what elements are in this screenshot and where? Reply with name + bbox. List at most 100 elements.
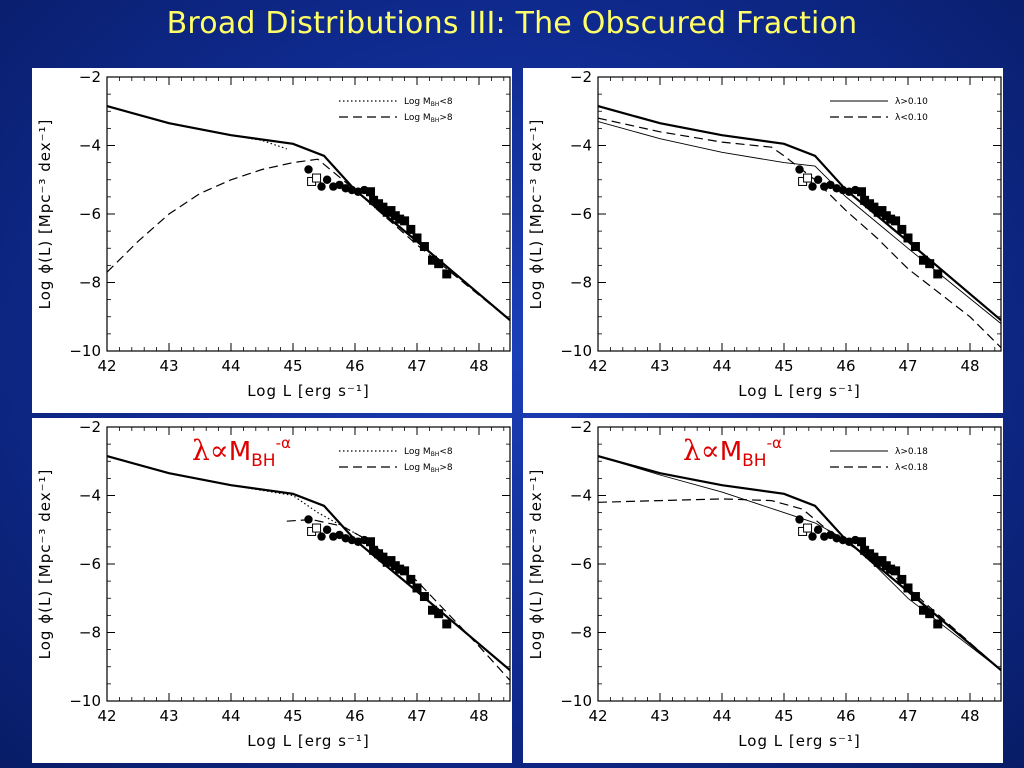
- data-point-filled-square: [378, 202, 388, 212]
- x-tick-label: 44: [221, 707, 240, 725]
- x-tick-label: 42: [588, 707, 607, 725]
- x-tick-label: 47: [898, 707, 917, 725]
- legend-label: Log MBH<8: [404, 447, 453, 458]
- data-point-filled-square: [386, 206, 396, 216]
- x-tick-label: 45: [283, 707, 302, 725]
- data-point-filled-square: [378, 552, 388, 562]
- chart-svg: 42 43 44 45 46 47 48 −2 −4 −6 −8 −10 Log L [erg s⁻¹]…: [36, 68, 511, 400]
- data-point-circle: [317, 532, 326, 541]
- data-point-filled-square: [886, 564, 896, 574]
- plot-frame: [597, 76, 1002, 352]
- legend-label: λ<0.18: [895, 463, 928, 473]
- data-point-filled-square: [925, 259, 935, 269]
- chart-svg: 42 43 44 45 46 47 48 −2 −4 −6 −8 −10 Log L [erg s⁻¹]…: [36, 418, 511, 750]
- legend-label: λ<0.10: [895, 113, 928, 123]
- data-point-filled-square: [869, 552, 879, 562]
- series-line-thick-solid: [107, 105, 510, 322]
- x-tick-label: 48: [960, 357, 979, 375]
- data-point-filled-square: [860, 195, 870, 205]
- chart-svg: 42 43 44 45 46 47 48 −2 −4 −6 −8 −10 Log L [erg s⁻¹]…: [527, 68, 1002, 400]
- x-tick-label: 44: [221, 357, 240, 375]
- y-tick-label: −8: [570, 624, 592, 642]
- data-point-filled-square: [395, 214, 405, 224]
- data-point-open-square: [803, 173, 813, 183]
- y-tick-label: −8: [570, 274, 592, 292]
- data-point-circle: [813, 525, 823, 534]
- data-point-circle: [826, 530, 835, 540]
- data-point-filled-square: [406, 574, 416, 584]
- y-tick-label: −6: [79, 555, 101, 573]
- legend-label: Log MBH>8: [404, 463, 453, 474]
- data-point-open-square: [803, 523, 813, 533]
- y-tick-label: −6: [570, 205, 592, 223]
- series-line-thick-solid: [107, 455, 510, 672]
- data-point-filled-square: [395, 564, 405, 574]
- data-point-filled-square: [412, 233, 422, 243]
- x-tick-label: 45: [774, 357, 793, 375]
- x-axis-label: Log L [erg s⁻¹]: [738, 732, 861, 750]
- data-point-filled-square: [419, 242, 429, 252]
- x-axis-label: Log L [erg s⁻¹]: [738, 382, 861, 400]
- data-point-circle: [304, 165, 313, 174]
- plot-frame: [597, 426, 1002, 702]
- y-tick-label: −2: [79, 68, 101, 86]
- chart-panel-bottom-left: 42 43 44 45 46 47 48 −2 −4 −6 −8 −10 Log L [erg s⁻¹]…: [32, 418, 512, 763]
- series-line-dashed: [286, 518, 510, 681]
- series-line-thick-solid: [598, 455, 1001, 672]
- series-group: [107, 105, 510, 322]
- data-point-circle: [826, 180, 835, 190]
- x-tick-label: 45: [774, 707, 793, 725]
- x-tick-label: 47: [407, 707, 426, 725]
- x-tick-label: 46: [345, 707, 364, 725]
- y-tick-label: −8: [79, 624, 101, 642]
- data-point-filled-square: [369, 545, 379, 555]
- y-tick-label: −4: [79, 487, 101, 505]
- y-tick-label: −10: [560, 342, 592, 360]
- data-point-filled-square: [903, 583, 913, 593]
- x-tick-label: 46: [345, 357, 364, 375]
- legend-label: Log MBH>8: [404, 113, 453, 124]
- data-point-filled-square: [366, 187, 375, 197]
- x-tick-label: 46: [836, 707, 855, 725]
- data-point-filled-square: [412, 583, 422, 593]
- data-point-filled-square: [891, 566, 901, 576]
- chart-panel-top-left: 42 43 44 45 46 47 48 −2 −4 −6 −8 −10 Log L [erg s⁻¹]…: [32, 68, 512, 413]
- chart-svg: 42 43 44 45 46 47 48 −2 −4 −6 −8 −10 Log L [erg s⁻¹]…: [527, 418, 1002, 750]
- y-tick-label: −6: [570, 555, 592, 573]
- y-axis-label: Log ϕ(L) [Mpc⁻³ dex⁻¹]: [36, 469, 54, 660]
- data-point-filled-square: [897, 574, 907, 584]
- x-tick-label: 43: [650, 707, 669, 725]
- data-point-filled-square: [428, 255, 437, 265]
- data-point-filled-square: [910, 242, 920, 252]
- x-axis-label: Log L [erg s⁻¹]: [247, 382, 370, 400]
- data-point-circle: [795, 515, 804, 524]
- y-tick-label: −4: [570, 137, 592, 155]
- data-point-open-square: [312, 173, 322, 183]
- data-point-filled-square: [857, 187, 866, 197]
- model-annotation: λ∝MBH-α: [192, 434, 291, 471]
- data-point-filled-square: [419, 592, 429, 602]
- data-point-filled-square: [886, 214, 896, 224]
- y-tick-label: −2: [570, 68, 592, 86]
- data-point-filled-square: [406, 224, 416, 234]
- data-point-filled-square: [369, 195, 379, 205]
- data-point-circle: [813, 175, 823, 184]
- y-tick-label: −10: [69, 692, 101, 710]
- data-point-filled-square: [933, 619, 943, 629]
- series-group: [598, 105, 1001, 349]
- x-tick-label: 48: [960, 707, 979, 725]
- x-tick-label: 42: [588, 357, 607, 375]
- data-point-filled-square: [903, 233, 913, 243]
- y-axis-label: Log ϕ(L) [Mpc⁻³ dex⁻¹]: [527, 119, 545, 310]
- series-group: [598, 455, 1001, 672]
- x-tick-label: 48: [469, 357, 488, 375]
- x-tick-label: 44: [712, 357, 731, 375]
- x-tick-label: 43: [650, 357, 669, 375]
- x-axis-label: Log L [erg s⁻¹]: [247, 732, 370, 750]
- data-point-filled-square: [877, 206, 887, 216]
- data-point-filled-square: [400, 566, 410, 576]
- x-tick-label: 46: [836, 357, 855, 375]
- y-tick-label: −8: [79, 274, 101, 292]
- data-point-filled-square: [919, 605, 928, 615]
- data-point-filled-square: [897, 224, 907, 234]
